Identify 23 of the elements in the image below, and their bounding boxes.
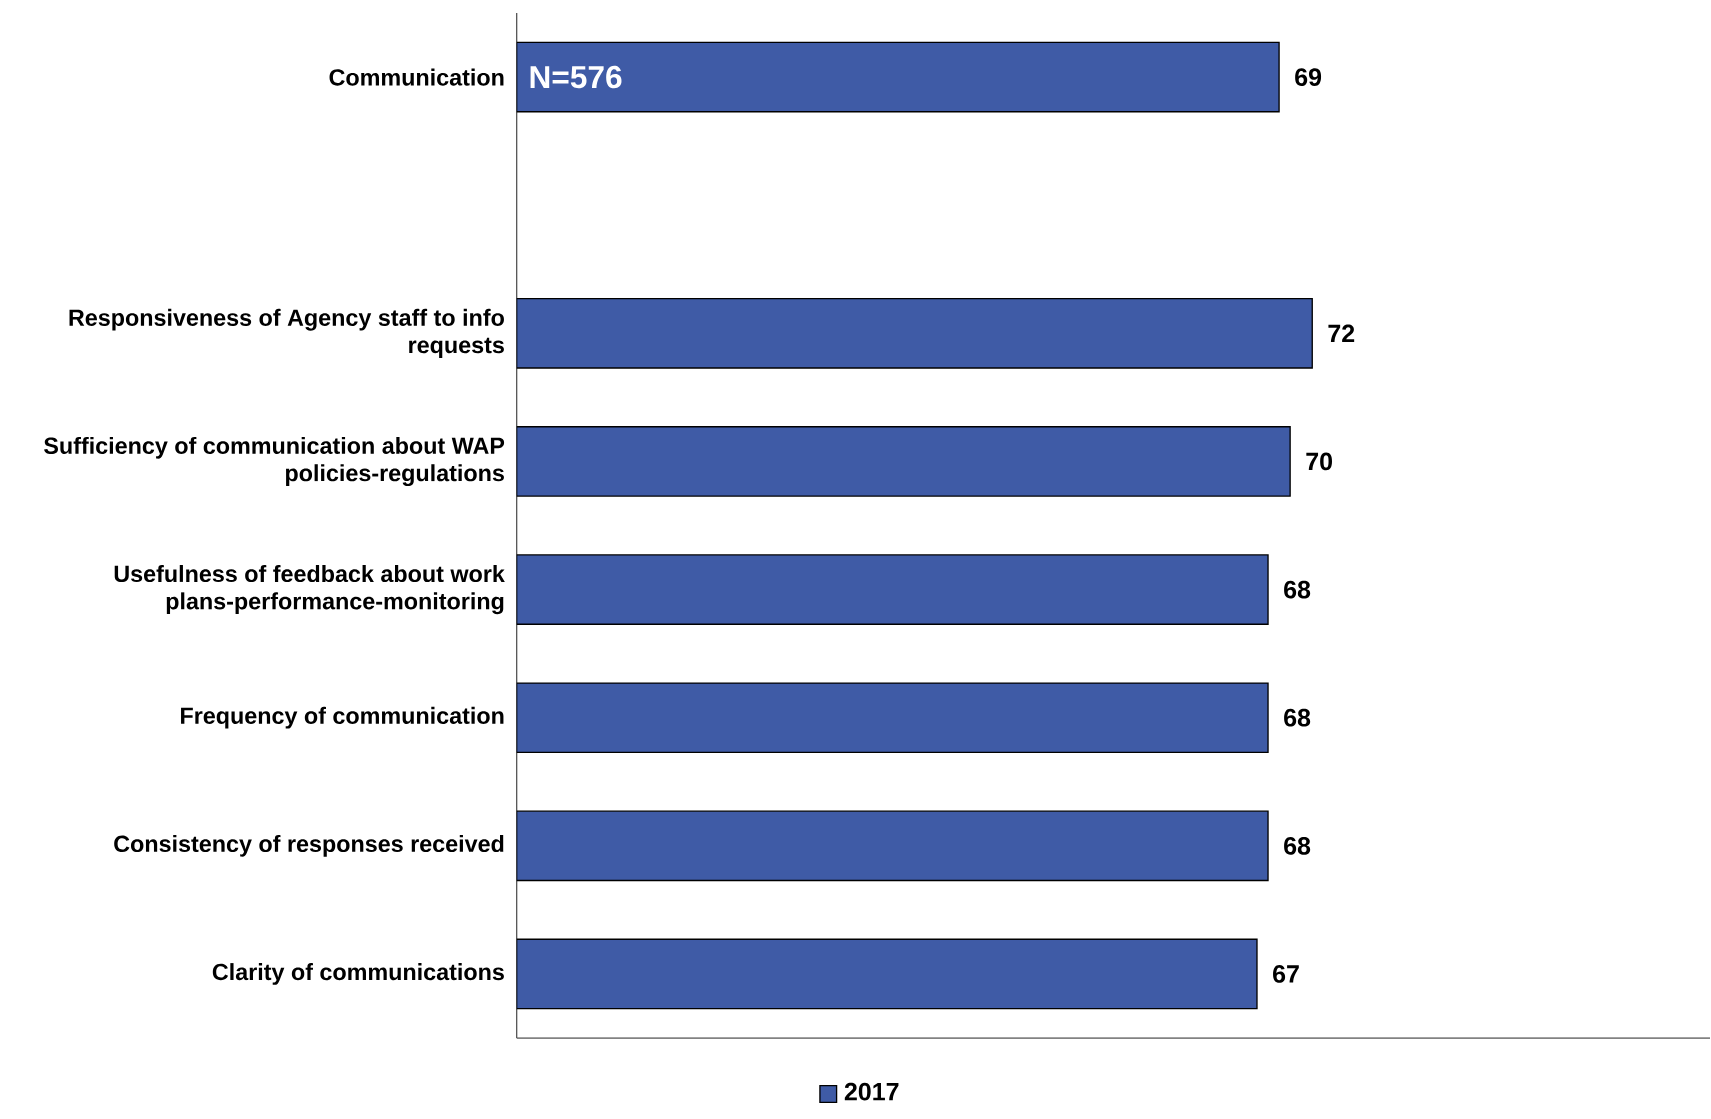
y-tick-label: Sufficiency of communication about WAP policies-regulations xyxy=(44,437,505,487)
data-label: 68 xyxy=(1284,709,1311,727)
bar xyxy=(516,298,1313,369)
data-label: 70 xyxy=(1306,452,1332,471)
y-tick-label: Responsiveness of Agency staff to info requests xyxy=(69,309,504,359)
data-label: 68 xyxy=(1284,837,1311,855)
bar xyxy=(516,554,1269,626)
y-tick-label: Consistency of responses received xyxy=(114,835,504,857)
y-tick-label: Frequency of communication xyxy=(181,707,504,729)
bar xyxy=(516,810,1269,882)
bar xyxy=(516,426,1291,498)
bar xyxy=(516,41,1280,113)
y-tick-label: Communication xyxy=(329,68,504,86)
y-tick-label: Usefulness of feedback about work plans-performance-monitoring xyxy=(114,565,505,615)
annotation: N=576 xyxy=(530,66,622,89)
data-label: 69 xyxy=(1295,68,1322,87)
y-tick-label: Clarity of communications xyxy=(212,963,504,986)
data-label: 68 xyxy=(1284,580,1311,599)
bar xyxy=(516,938,1258,1010)
legend-label: 2017 xyxy=(844,1082,899,1101)
bar xyxy=(516,682,1269,754)
data-label: 67 xyxy=(1273,965,1299,984)
data-label: 72 xyxy=(1328,324,1355,343)
